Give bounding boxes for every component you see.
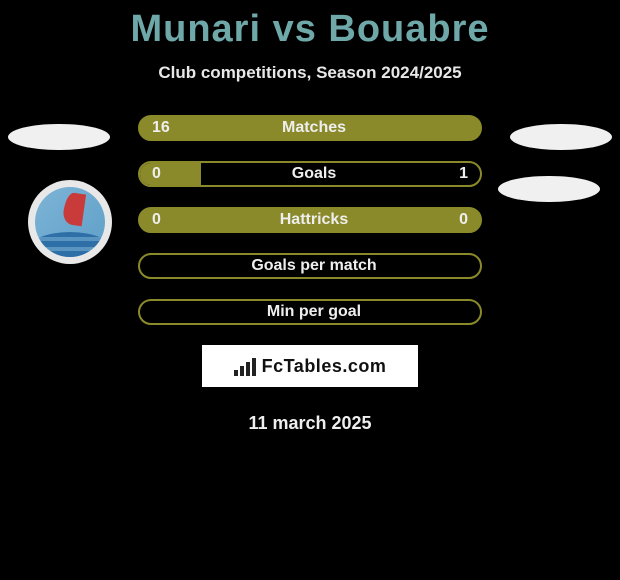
- page-title: Munari vs Bouabre: [0, 0, 620, 51]
- stat-left-value: 0: [152, 165, 161, 183]
- stat-bar: 16 Matches: [138, 115, 482, 141]
- stat-right-value: 1: [459, 165, 468, 183]
- date-label: 11 march 2025: [0, 413, 620, 434]
- bars-up-icon: [234, 356, 256, 376]
- branding-box: FcTables.com: [202, 345, 418, 387]
- stat-bar: Min per goal: [138, 299, 482, 325]
- player-right-ellipse-2: [498, 176, 600, 202]
- player-left-ellipse: [8, 124, 110, 150]
- stat-right-value: 0: [459, 211, 468, 229]
- player-right-ellipse: [510, 124, 612, 150]
- stat-bar: 0 0 Hattricks: [138, 207, 482, 233]
- stat-bar: Goals per match: [138, 253, 482, 279]
- stat-bar: 0 1 Goals: [138, 161, 482, 187]
- stat-label: Matches: [282, 119, 346, 137]
- stat-label: Min per goal: [267, 303, 361, 321]
- stat-label: Goals per match: [251, 257, 376, 275]
- branding-text: FcTables.com: [262, 356, 387, 377]
- club-badge: [28, 180, 112, 264]
- stat-left-value: 16: [152, 119, 170, 137]
- subtitle: Club competitions, Season 2024/2025: [0, 63, 620, 83]
- stat-label: Goals: [292, 165, 336, 183]
- stat-label: Hattricks: [280, 211, 348, 229]
- stat-left-value: 0: [152, 211, 161, 229]
